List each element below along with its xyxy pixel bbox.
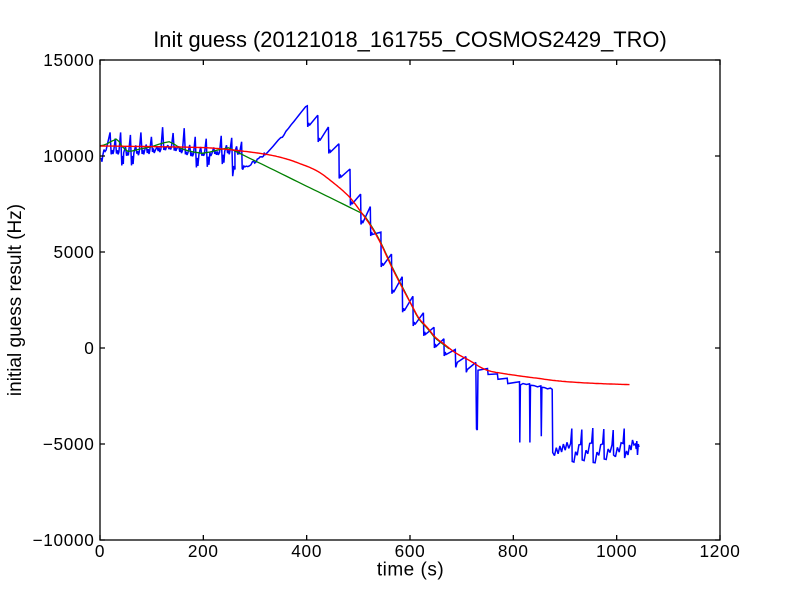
svg-text:time (s): time (s) [377,560,444,581]
svg-text:initial guess result (Hz): initial guess result (Hz) [5,204,26,396]
svg-text:0: 0 [95,541,105,561]
svg-text:1200: 1200 [699,541,740,561]
svg-text:−5000: −5000 [43,434,95,454]
svg-text:600: 600 [395,541,426,561]
svg-text:−10000: −10000 [32,530,94,550]
svg-text:1000: 1000 [596,541,637,561]
svg-text:Init guess (20121018_161755_CO: Init guess (20121018_161755_COSMOS2429_T… [153,27,667,52]
svg-text:200: 200 [188,541,219,561]
svg-text:5000: 5000 [53,242,94,262]
svg-text:0: 0 [84,338,94,358]
svg-text:400: 400 [291,541,322,561]
svg-text:800: 800 [498,541,529,561]
svg-text:15000: 15000 [43,50,94,70]
svg-text:10000: 10000 [43,146,94,166]
